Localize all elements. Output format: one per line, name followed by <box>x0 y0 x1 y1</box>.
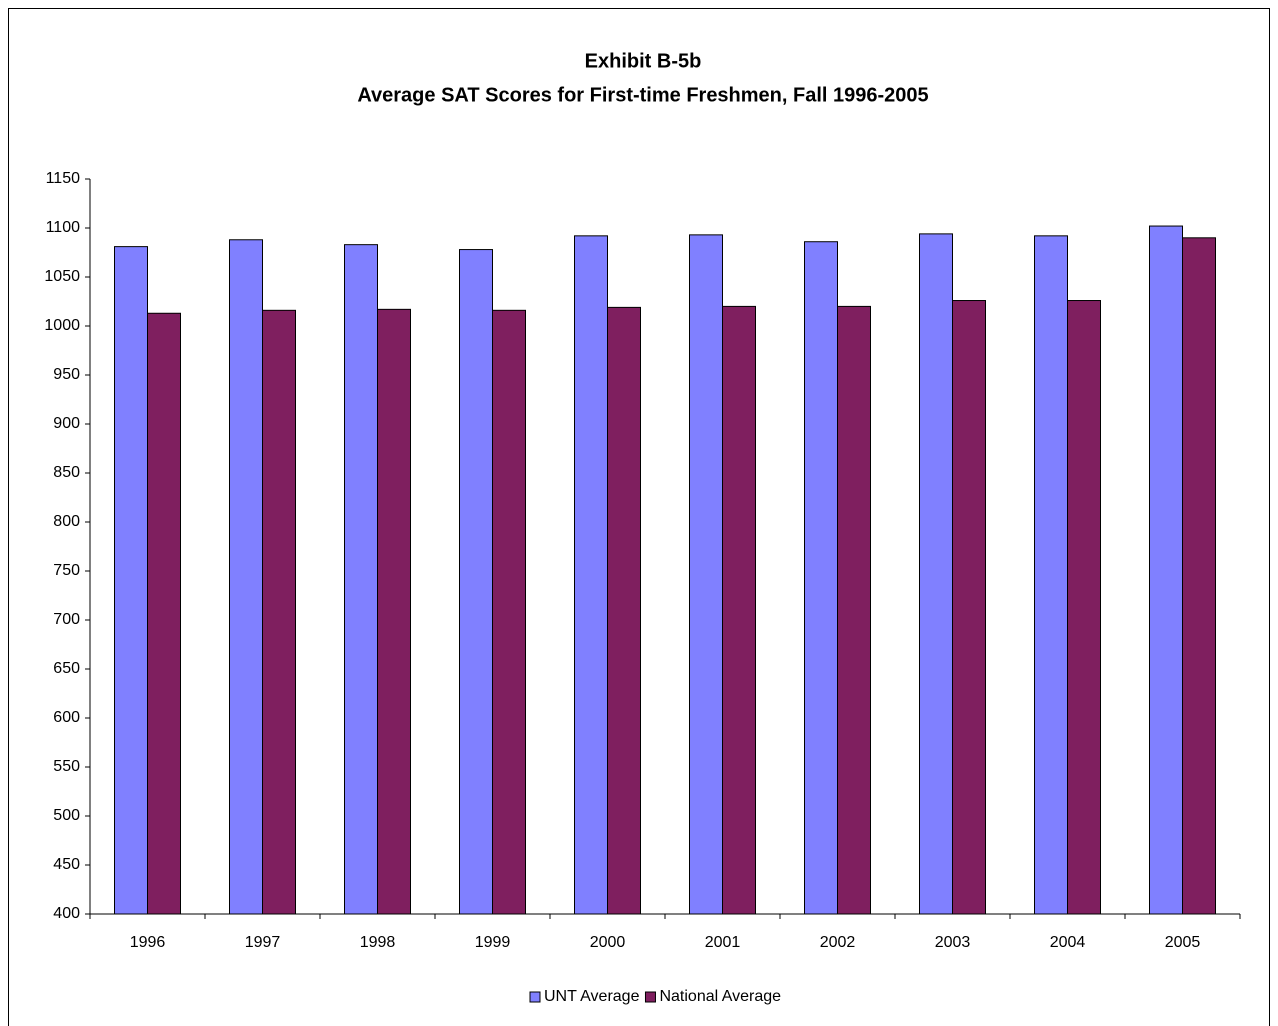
x-tick-label: 2005 <box>1165 934 1201 951</box>
y-tick-label: 800 <box>53 513 80 530</box>
legend-label: UNT Average <box>544 988 640 1005</box>
bar <box>147 312 181 915</box>
y-tick-label: 1050 <box>44 268 80 285</box>
y-tick-label: 550 <box>53 758 80 775</box>
x-tick-label: 2003 <box>935 934 971 951</box>
chart-title: Exhibit B-5b <box>585 50 702 72</box>
bar <box>804 241 838 915</box>
bar <box>114 246 148 915</box>
bar <box>1067 300 1101 915</box>
y-tick-label: 1100 <box>46 219 81 236</box>
y-tick-label: 850 <box>53 464 80 481</box>
y-tick-label: 450 <box>53 856 80 873</box>
bar <box>722 305 756 915</box>
bar <box>919 233 953 915</box>
x-tick-label: 1997 <box>245 934 281 951</box>
bar <box>837 305 871 915</box>
bar <box>689 234 723 915</box>
bar <box>574 235 608 915</box>
x-tick-label: 1998 <box>360 934 396 951</box>
x-tick-label: 2001 <box>705 934 741 951</box>
x-tick-label: 2002 <box>820 934 856 951</box>
bar <box>459 249 493 915</box>
legend-swatch <box>644 991 656 1003</box>
bar <box>229 239 263 915</box>
legend-label: National Average <box>659 988 781 1005</box>
x-tick-label: 1999 <box>475 934 511 951</box>
bar <box>344 244 378 915</box>
bar <box>952 300 986 915</box>
bar <box>492 309 526 915</box>
bar <box>1149 225 1183 915</box>
y-tick-label: 900 <box>53 415 80 432</box>
chart-subtitle: Average SAT Scores for First-time Freshm… <box>357 84 928 106</box>
y-tick-label: 950 <box>53 366 80 383</box>
y-tick-label: 650 <box>53 660 80 677</box>
y-tick-label: 1000 <box>44 317 80 334</box>
y-tick-label: 750 <box>53 562 80 579</box>
y-tick-label: 500 <box>53 807 80 824</box>
x-tick-label: 2004 <box>1050 934 1086 951</box>
y-tick-label: 600 <box>53 709 80 726</box>
x-tick-label: 2000 <box>590 934 626 951</box>
y-tick-label: 400 <box>53 905 80 922</box>
y-tick-label: 700 <box>53 611 80 628</box>
legend-swatch <box>529 991 541 1003</box>
bar <box>262 309 296 915</box>
bar <box>1182 237 1216 915</box>
y-tick-label: 1150 <box>46 170 81 187</box>
bar <box>607 306 641 915</box>
bar <box>1034 235 1068 915</box>
x-tick-label: 1996 <box>130 934 166 951</box>
bar <box>377 308 411 915</box>
